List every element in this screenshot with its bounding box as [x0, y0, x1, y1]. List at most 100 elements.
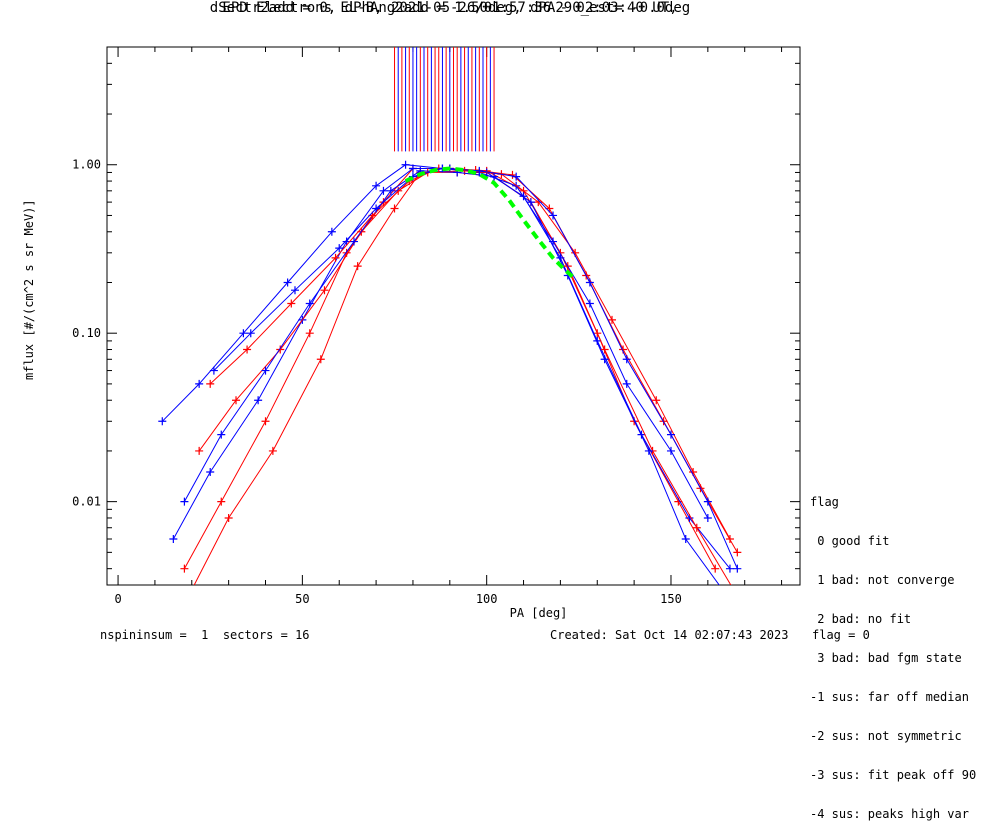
data-point	[305, 329, 314, 338]
y-tick-label: 0.10	[72, 326, 101, 340]
data-point	[681, 535, 690, 544]
data-point	[276, 345, 285, 354]
chart-title-line2: dSectr2add = 0, dPhAng2add = 1.50deg, dP…	[209, 0, 691, 16]
data-point	[209, 366, 218, 375]
data-point	[725, 564, 734, 573]
data-point	[475, 166, 484, 175]
data-point	[195, 379, 204, 388]
data-point	[622, 355, 631, 364]
data-point	[305, 299, 314, 308]
data-point	[733, 548, 742, 557]
x-tick-label: 150	[660, 592, 682, 606]
data-point	[290, 286, 299, 295]
data-point	[206, 379, 215, 388]
data-point	[180, 497, 189, 506]
legend-title: flag	[810, 495, 839, 509]
data-point	[287, 299, 296, 308]
data-point	[195, 446, 204, 455]
data-point	[349, 237, 358, 246]
x-tick-label: 50	[295, 592, 309, 606]
data-point	[608, 315, 617, 324]
data-point	[379, 186, 388, 195]
data-point	[158, 417, 167, 426]
data-point	[372, 181, 381, 190]
data-point	[232, 396, 241, 405]
legend-item: -2 sus: not symmetric	[810, 729, 962, 743]
data-point	[243, 345, 252, 354]
data-point	[353, 262, 362, 271]
data-point	[719, 586, 727, 594]
data-point	[652, 396, 661, 405]
flag-legend: flag 0 good fit 1 bad: not converge 2 ba…	[810, 470, 976, 834]
data-point	[730, 586, 738, 594]
data-point	[335, 244, 344, 253]
data-point	[372, 204, 381, 213]
data-point	[390, 204, 399, 213]
series-line	[172, 168, 731, 570]
data-point	[401, 160, 410, 169]
y-tick-label: 1.00	[72, 158, 101, 172]
series-line	[161, 164, 709, 519]
series-line	[183, 170, 720, 585]
legend-item: 3 bad: bad fgm state	[810, 651, 962, 665]
series-line	[193, 171, 732, 585]
data-point	[692, 523, 701, 532]
data-point	[316, 355, 325, 364]
x-tick-label: 0	[114, 592, 121, 606]
data-point	[254, 396, 263, 405]
footer-nspininsum: nspininsum = 1 sectors = 16	[100, 628, 310, 642]
fit-curve	[404, 166, 577, 281]
data-point	[261, 366, 270, 375]
data-point	[666, 446, 675, 455]
series-line	[198, 170, 731, 540]
data-point	[206, 467, 215, 476]
legend-item: -1 sus: far off median	[810, 690, 969, 704]
data-point	[224, 513, 233, 522]
y-tick-label: 0.01	[72, 495, 101, 509]
data-point	[169, 535, 178, 544]
data-point	[239, 329, 248, 338]
data-point	[490, 172, 499, 181]
data-point	[331, 253, 340, 262]
data-point	[246, 329, 255, 338]
data-point	[585, 278, 594, 287]
x-axis-label: PA [deg]	[510, 606, 568, 620]
data-point	[549, 211, 558, 220]
plot-canvas: 0 50 100 150 0.01 0.10 1.00 PA [deg]	[72, 46, 801, 620]
data-point	[320, 286, 329, 295]
data-point	[188, 586, 196, 594]
data-point	[508, 170, 517, 179]
data-point	[585, 299, 594, 308]
chart-title-line1: EPD Electrons EL-B, 2021-05-26/01:57:36 …	[222, 0, 678, 16]
data-point	[733, 564, 742, 573]
data-point	[703, 497, 712, 506]
data-point	[327, 227, 336, 236]
data-point	[703, 513, 712, 522]
x-tick-label: 100	[476, 592, 498, 606]
footer-created: Created: Sat Oct 14 02:07:43 2023	[550, 628, 789, 642]
data-point	[217, 430, 226, 439]
data-layer	[158, 47, 742, 594]
data-point	[283, 278, 292, 287]
data-point	[512, 172, 521, 181]
data-point	[600, 345, 609, 354]
data-point	[386, 186, 395, 195]
series-line	[209, 167, 738, 553]
data-point	[711, 564, 720, 573]
data-point	[622, 379, 631, 388]
legend-item: 1 bad: not converge	[810, 573, 955, 587]
data-point	[217, 497, 226, 506]
legend-item: -3 sus: fit peak off 90	[810, 768, 977, 782]
data-point	[666, 430, 675, 439]
legend-item: 0 good fit	[810, 534, 890, 548]
legend-item: 2 bad: no fit	[810, 612, 912, 626]
data-point	[180, 564, 189, 573]
data-point	[526, 198, 535, 207]
data-point	[268, 446, 277, 455]
footer-flag: flag = 0	[812, 628, 870, 642]
data-point	[644, 446, 653, 455]
legend-item: -4 sus: peaks high var	[810, 807, 969, 821]
y-axis-label: mflux [#/(cm^2 s sr MeV)]	[22, 199, 36, 380]
data-point	[600, 355, 609, 364]
data-point	[261, 417, 270, 426]
